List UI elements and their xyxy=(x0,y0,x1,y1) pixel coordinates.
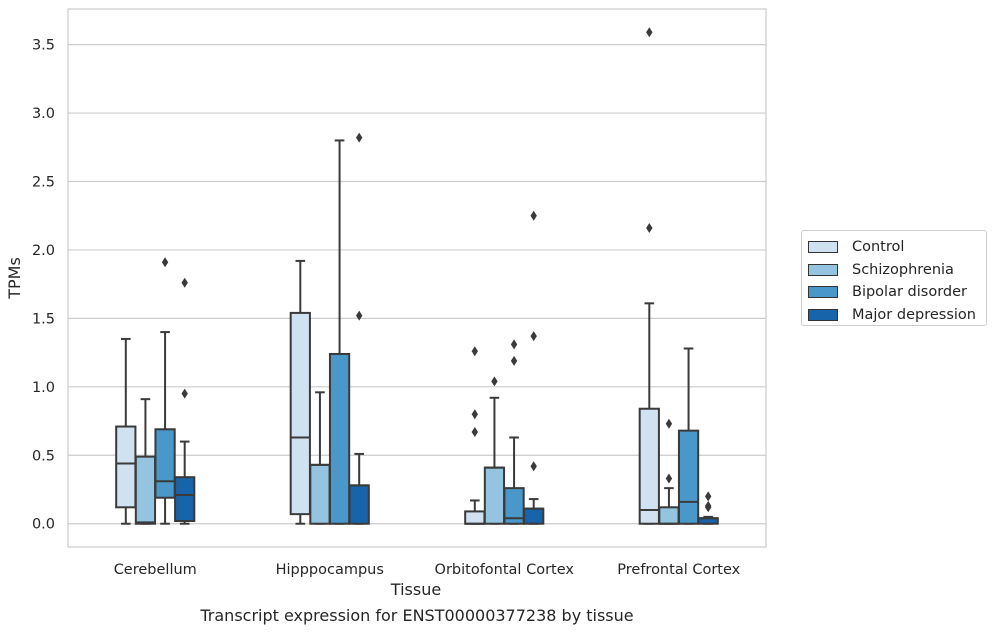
legend-label-control: Control xyxy=(852,239,905,256)
outlier-point xyxy=(530,210,537,221)
outlier-point xyxy=(161,257,169,268)
box-schizophrenia-cerebellum xyxy=(134,398,157,525)
x-axis-label: Tissue xyxy=(390,580,441,599)
box-iqr xyxy=(523,507,545,525)
outlier-point xyxy=(646,27,653,38)
box-bipolar-disorder-hipppocampus xyxy=(328,139,351,525)
box-major-depression-prefrontal-cortex xyxy=(697,491,719,525)
legend-item-bipolar-disorder: Bipolar disorder xyxy=(808,281,980,304)
box-iqr xyxy=(677,429,700,525)
outlier-point xyxy=(355,310,363,321)
outlier-point xyxy=(665,473,673,484)
x-tick-label: Hipppocampus xyxy=(276,562,384,578)
box-iqr xyxy=(658,506,680,525)
box-control-prefrontal-cortex xyxy=(638,27,660,525)
box-bipolar-disorder-cerebellum xyxy=(154,257,176,525)
legend-label-major-depression: Major depression xyxy=(852,306,976,323)
x-tick-label: Prefrontal Cortex xyxy=(617,562,740,578)
outlier-point xyxy=(646,223,653,234)
box-control-orbitofontal-cortex xyxy=(464,346,486,525)
y-tick-label: 0.0 xyxy=(32,517,55,533)
legend-swatch-control xyxy=(808,241,838,254)
y-tick-label: 2.5 xyxy=(32,174,55,190)
y-tick-label: 3.5 xyxy=(32,38,55,54)
box-iqr xyxy=(174,476,196,522)
box-iqr xyxy=(154,428,176,499)
outlier-point xyxy=(530,331,537,342)
legend-label-bipolar-disorder: Bipolar disorder xyxy=(852,284,967,301)
outlier-point xyxy=(530,461,537,472)
y-tick-label: 0.5 xyxy=(32,448,55,464)
outlier-point xyxy=(355,132,363,143)
box-schizophrenia-prefrontal-cortex xyxy=(658,418,680,525)
x-tick-label: Cerebellum xyxy=(114,562,197,578)
box-iqr xyxy=(503,487,525,525)
legend-item-schizophrenia: Schizophrenia xyxy=(808,259,980,282)
box-iqr xyxy=(328,352,351,525)
y-tick-label: 3.0 xyxy=(32,106,55,122)
box-iqr xyxy=(309,463,331,525)
outlier-point xyxy=(704,491,712,502)
legend-item-major-depression: Major depression xyxy=(808,304,980,327)
box-bipolar-disorder-orbitofontal-cortex xyxy=(503,339,525,525)
y-tick-label: 2.0 xyxy=(32,243,55,259)
box-schizophrenia-orbitofontal-cortex xyxy=(483,376,506,525)
box-bipolar-disorder-prefrontal-cortex xyxy=(677,347,700,525)
box-iqr xyxy=(638,407,660,525)
outlier-point xyxy=(665,418,673,429)
legend-item-control: Control xyxy=(808,236,980,259)
x-axis-ticks: Cerebellum Hipppocampus Orbitofontal Corte… xyxy=(114,562,741,578)
box-major-depression-cerebellum xyxy=(174,277,196,525)
y-axis-label: TPMs xyxy=(5,257,24,300)
outlier-point xyxy=(704,500,712,511)
box-control-cerebellum xyxy=(115,337,137,525)
box-series xyxy=(115,27,719,525)
box-iqr xyxy=(483,466,506,525)
y-tick-label: 1.0 xyxy=(32,380,55,396)
box-schizophrenia-hipppocampus xyxy=(309,391,331,525)
box-iqr xyxy=(464,510,486,525)
outlier-point xyxy=(510,355,518,366)
outlier-point xyxy=(471,346,479,357)
box-control-hipppocampus xyxy=(289,259,311,525)
outlier-point xyxy=(471,409,479,420)
outlier-point xyxy=(491,376,498,387)
x-tick-label: Orbitofontal Cortex xyxy=(435,562,575,578)
box-major-depression-hipppocampus xyxy=(348,132,370,525)
outlier-point xyxy=(181,388,188,399)
plot-area-border xyxy=(67,8,767,548)
legend-swatch-bipolar-disorder xyxy=(808,286,838,299)
legend-swatch-major-depression xyxy=(808,308,838,321)
box-iqr xyxy=(134,455,157,525)
legend: Control Schizophrenia Bipolar disorder M… xyxy=(801,230,987,326)
box-major-depression-orbitofontal-cortex xyxy=(523,210,545,525)
box-iqr xyxy=(289,311,311,516)
outlier-point xyxy=(471,427,479,438)
outlier-point xyxy=(181,277,188,288)
box-iqr xyxy=(115,425,137,509)
y-tick-label: 1.5 xyxy=(32,311,55,327)
legend-label-schizophrenia: Schizophrenia xyxy=(852,261,954,278)
outlier-point xyxy=(510,339,518,350)
legend-swatch-schizophrenia xyxy=(808,263,838,276)
y-axis-ticks: 0.0 0.5 1.0 1.5 2.0 2.5 3.0 3.5 xyxy=(32,38,55,533)
chart-caption: Transcript expression for ENST0000037723… xyxy=(200,606,634,625)
box-iqr xyxy=(348,484,370,525)
